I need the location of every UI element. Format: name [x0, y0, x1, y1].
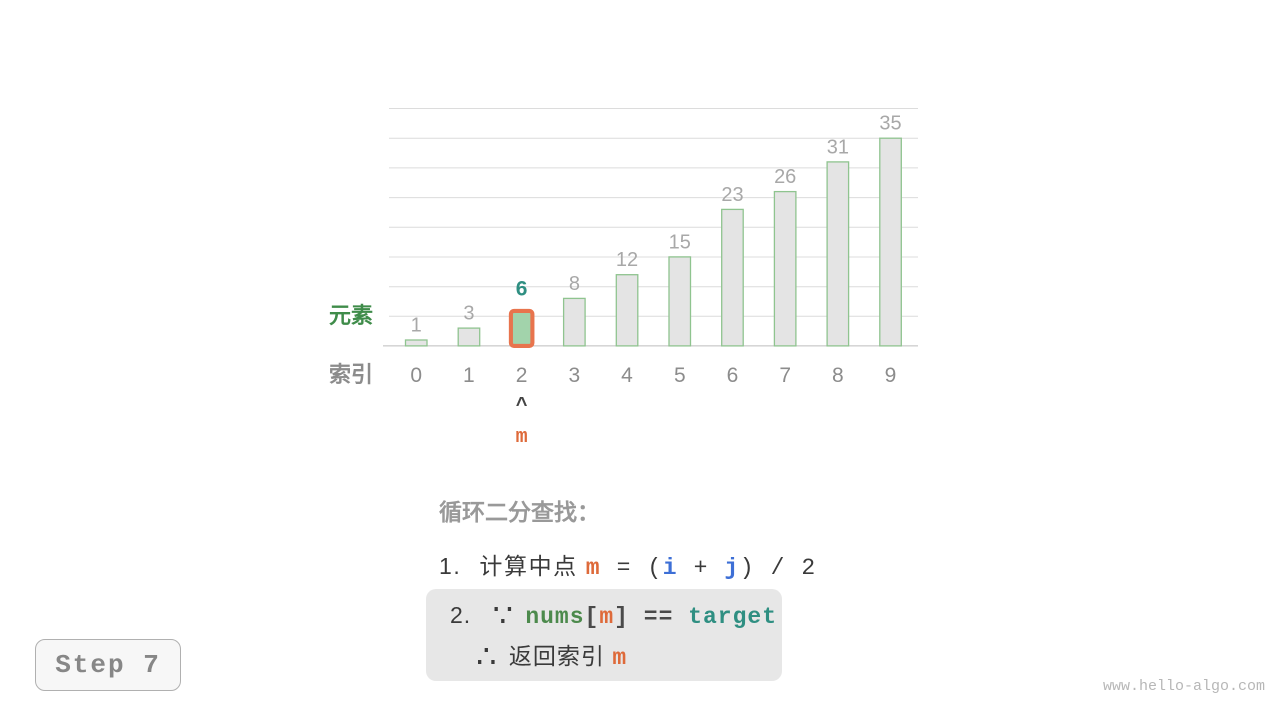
svg-text:6: 6 [727, 364, 739, 387]
svg-text:索引: 索引 [329, 362, 373, 387]
svg-text:23: 23 [721, 184, 743, 206]
svg-text:8: 8 [832, 364, 844, 387]
svg-text:6: 6 [516, 278, 528, 301]
svg-text:3: 3 [569, 364, 581, 387]
svg-text:^: ^ [516, 394, 528, 416]
svg-text:5: 5 [674, 364, 686, 387]
svg-text:1: 1 [411, 315, 422, 337]
svg-text:3: 3 [463, 303, 474, 325]
svg-text:12: 12 [616, 249, 638, 271]
svg-text:31: 31 [827, 136, 849, 158]
svg-text:35: 35 [879, 113, 901, 135]
svg-text:1: 1 [463, 364, 475, 387]
svg-text:m: m [516, 426, 528, 449]
svg-text:元素: 元素 [329, 303, 373, 328]
svg-text:2: 2 [516, 364, 528, 387]
svg-text:0: 0 [410, 364, 422, 387]
svg-text:15: 15 [669, 231, 691, 253]
svg-text:9: 9 [885, 364, 897, 387]
svg-text:7: 7 [779, 364, 791, 387]
svg-text:8: 8 [569, 273, 580, 295]
svg-text:4: 4 [621, 364, 633, 387]
svg-text:26: 26 [774, 166, 796, 188]
